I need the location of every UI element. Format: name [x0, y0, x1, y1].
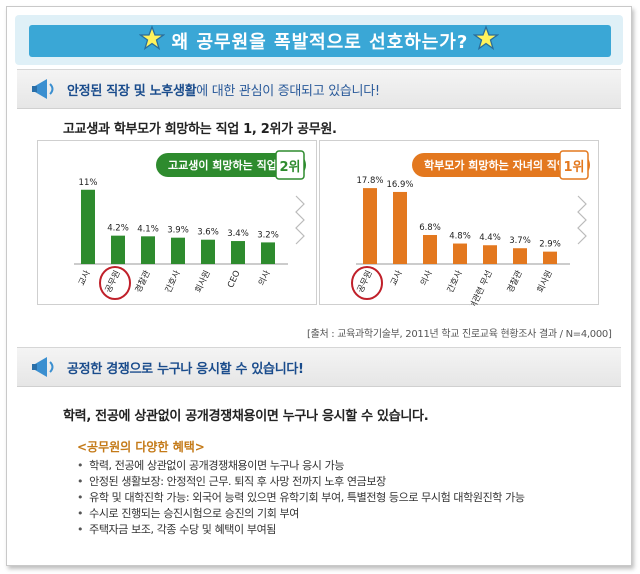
value-label: 2.9% — [539, 240, 561, 250]
value-label: 4.1% — [137, 224, 159, 234]
bar — [543, 251, 557, 264]
value-label: 3.9% — [167, 226, 189, 236]
chart-title-badge — [412, 153, 590, 177]
value-label: 3.4% — [227, 229, 249, 239]
category-label: 회사원 — [194, 269, 213, 294]
benefit-item: 유학 및 대학진학 가능: 외국어 능력 있으면 유학기회 부여, 특별전형 등… — [87, 490, 525, 506]
highlight-circle — [351, 266, 383, 300]
value-label: 4.8% — [449, 232, 471, 242]
chart-students: 고교생이 희망하는 직업 2위 11% 교사 4.2% 공무원 4.1% 경찰관 3.9% 간호사… — [74, 150, 306, 300]
section1-subtitle: 고교생과 학부모가 희망하는 직업 1, 2위가 공무원. — [63, 122, 337, 137]
value-label: 6.8% — [419, 223, 441, 233]
banner-title: 왜 공무원을 폭발적으로 선호하는가? — [171, 32, 469, 53]
chart-panel-students: 고교생이 희망하는 직업 2위 11% 교사 4.2% 공무원 4.1% 경찰관 3.9% 간호사… — [37, 140, 317, 305]
category-label: 경찰관 — [505, 268, 525, 294]
chart-title: 학부모가 희망하는 자녀의 직업 — [424, 158, 567, 172]
value-label: 16.9% — [386, 180, 413, 190]
benefit-item: 주택자금 보조, 각종 수당 및 혜택이 부여됨 — [87, 522, 525, 538]
category-label: 회사원 — [536, 269, 555, 294]
title-banner-bar: 왜 공무원을 폭발적으로 선호하는가? — [29, 25, 611, 57]
category-label: 공무원 — [356, 269, 375, 294]
value-label: 4.4% — [479, 233, 501, 243]
category-label: 자녀관련 무선 — [464, 269, 495, 306]
value-label: 4.2% — [107, 224, 129, 234]
megaphone-icon — [29, 74, 59, 104]
bar — [171, 237, 185, 264]
benefit-item: 수시로 진행되는 승진시험으로 승진의 기회 부여 — [87, 506, 525, 522]
category-label: 의사 — [418, 268, 435, 287]
value-label: 3.6% — [197, 228, 219, 238]
megaphone-icon — [29, 352, 59, 382]
value-label: 3.2% — [257, 230, 279, 240]
section2-subtitle: 학력, 전공에 상관없이 공개경쟁채용이면 누구나 응시할 수 있습니다. — [63, 409, 429, 424]
bar — [513, 248, 527, 264]
category-label: 공무원 — [104, 269, 123, 294]
bar — [393, 191, 407, 264]
star-icon — [138, 25, 166, 51]
section2-header: 공정한 경쟁으로 누구나 응시할 수 있습니다! — [17, 347, 621, 387]
rank-badge-label: 2위 — [279, 160, 300, 175]
benefit-item: 안정된 생활보장: 안정적인 근무. 퇴직 후 사망 전까지 노후 연금보장 — [87, 474, 525, 490]
category-label: 간호사 — [163, 268, 183, 294]
category-label: 간호사 — [445, 268, 465, 294]
title-banner: 왜 공무원을 폭발적으로 선호하는가? — [15, 15, 623, 65]
axis-break-icon — [577, 195, 587, 245]
rank-badge — [275, 150, 305, 180]
rank-badge — [559, 150, 589, 180]
section1-heading-rest: 에 대한 관심이 증대되고 있습니다! — [196, 83, 380, 99]
bar — [201, 239, 215, 264]
chart-panel-parents: 학부모가 희망하는 자녀의 직업 1위 17.8% 공무원 16.9% 교사 6.8% 의사 4… — [319, 140, 599, 306]
highlight-circle — [99, 266, 131, 300]
value-label: 17.8% — [356, 176, 383, 186]
bar — [453, 243, 467, 264]
section1-heading: 안정된 직장 및 노후생활에 대한 관심이 증대되고 있습니다! — [67, 80, 380, 99]
category-label: 경찰관 — [133, 268, 153, 294]
category-label: 의사 — [256, 268, 273, 287]
infographic-frame: 왜 공무원을 폭발적으로 선호하는가? 안정된 직장 및 노후생활에 대한 관심… — [6, 6, 632, 566]
bar — [363, 188, 377, 264]
section2-heading: 공정한 경쟁으로 누구나 응시할 수 있습니다! — [67, 361, 304, 377]
bar — [483, 245, 497, 264]
bar — [141, 236, 155, 264]
value-label: 3.7% — [509, 236, 531, 246]
benefits-title: <공무원의 다양한 혜택> — [77, 440, 205, 454]
bar — [423, 235, 437, 264]
star-icon — [472, 25, 500, 51]
category-label: 교사 — [77, 269, 93, 288]
bar — [231, 241, 245, 264]
category-label: 교사 — [389, 269, 405, 288]
bar — [111, 235, 125, 264]
bar — [81, 189, 95, 264]
benefits-list: 학력, 전공에 상관없이 공개경쟁채용이면 누구나 응시 가능 안정된 생활보장… — [87, 458, 525, 538]
benefit-item: 학력, 전공에 상관없이 공개경쟁채용이면 누구나 응시 가능 — [87, 458, 525, 474]
section1-header: 안정된 직장 및 노후생활에 대한 관심이 증대되고 있습니다! — [17, 69, 621, 109]
chart-title-badge — [156, 153, 306, 177]
chart-title: 고교생이 희망하는 직업 — [168, 158, 277, 172]
axis-break-icon — [295, 195, 305, 245]
bar — [261, 242, 275, 264]
section1-heading-bold: 안정된 직장 및 노후생활 — [67, 83, 197, 99]
rank-badge-label: 1위 — [563, 160, 584, 175]
source-note: [출처 : 교육과학기술부, 2011년 학교 진로교육 현황조사 결과 / N… — [307, 329, 612, 340]
category-label: CEO — [226, 269, 243, 290]
value-label: 11% — [79, 178, 98, 188]
